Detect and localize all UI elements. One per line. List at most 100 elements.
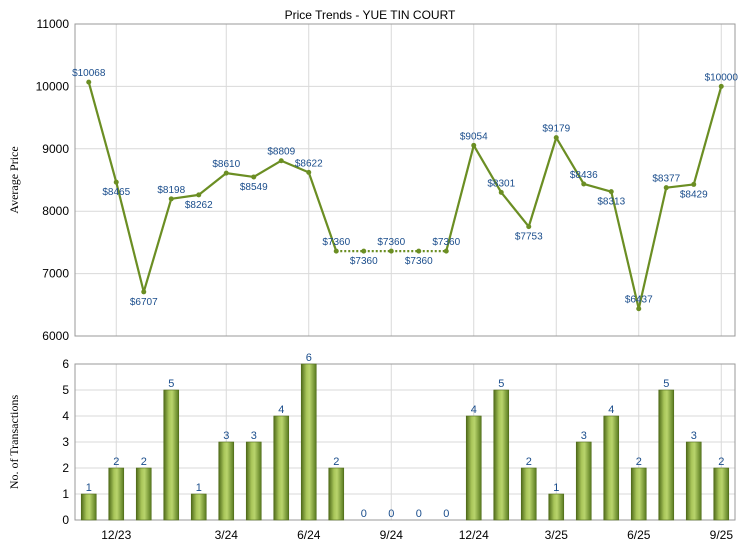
price-data-label: $8610 [212, 159, 240, 170]
price-data-label: $8465 [102, 187, 130, 198]
price-data-label: $8301 [487, 178, 515, 189]
price-line-segment [555, 137, 585, 185]
transactions-bar [80, 493, 97, 521]
price-data-label: $8809 [267, 147, 295, 158]
price-line-segment [198, 172, 227, 196]
transactions-data-label: 2 [113, 456, 119, 468]
price-point [196, 192, 202, 198]
transactions-bar [630, 467, 647, 521]
transactions-bar [465, 415, 482, 521]
transactions-data-label: 2 [141, 456, 147, 468]
transactions-data-label: 0 [388, 508, 394, 520]
transactions-data-label: 4 [608, 404, 614, 416]
price-point [361, 248, 367, 254]
transactions-bar [300, 363, 317, 521]
price-line-segment [253, 159, 282, 178]
transactions-data-label: 6 [306, 352, 312, 364]
price-data-label: $8622 [295, 158, 323, 169]
transactions-bar [520, 467, 537, 521]
price-point [526, 224, 532, 230]
transactions-bar [575, 441, 592, 521]
transactions-bar [135, 467, 152, 521]
price-data-label: $7753 [515, 232, 543, 243]
price-line-segment [637, 187, 668, 309]
price-data-label: $8313 [597, 197, 625, 208]
price-point [141, 289, 147, 295]
price-point [333, 248, 339, 254]
x-axis-tick: 3/24 [215, 528, 239, 542]
price-line-segment [472, 144, 503, 193]
price-line-segment [142, 198, 173, 293]
transactions-bar [108, 467, 125, 521]
transactions-bar [163, 389, 180, 521]
price-y-tick: 11000 [37, 17, 70, 31]
x-axis-tick: 12/23 [101, 528, 131, 542]
price-data-label: $8262 [185, 200, 213, 211]
transactions-data-label: 0 [416, 508, 422, 520]
transactions-data-label: 3 [691, 430, 697, 442]
x-axis-tick: 9/25 [710, 528, 734, 542]
price-data-label: $10000 [705, 72, 739, 83]
x-axis-tick: 9/24 [380, 528, 404, 542]
price-data-label: $10068 [72, 68, 106, 79]
transactions-bar [328, 467, 345, 521]
x-axis-tick: 6/25 [627, 528, 651, 542]
price-line-segment [445, 145, 475, 252]
price-point [636, 306, 642, 312]
price-data-label: $8377 [652, 174, 680, 185]
transactions-y-tick: 4 [62, 409, 69, 423]
price-data-label: $9054 [460, 131, 488, 142]
price-point [718, 83, 724, 89]
price-line-segment [226, 172, 254, 179]
price-point [553, 135, 559, 141]
price-y-tick: 6000 [42, 329, 69, 343]
price-point [663, 185, 669, 191]
price-data-label: $7360 [322, 237, 350, 248]
price-data-label: $8436 [570, 170, 598, 181]
price-point [223, 170, 229, 176]
price-y-tick: 7000 [42, 267, 69, 281]
transactions-data-label: 2 [333, 456, 339, 468]
transactions-data-label: 2 [718, 456, 724, 468]
chart-title: Price Trends - YUE TIN COURT [285, 8, 456, 22]
price-line-segment [307, 172, 338, 252]
price-line-segment [171, 193, 199, 200]
price-line-segment [500, 191, 530, 228]
transactions-bar [713, 467, 730, 521]
price-point [498, 189, 504, 195]
transactions-y-tick: 2 [62, 461, 69, 475]
transactions-data-label: 2 [636, 456, 642, 468]
transactions-data-label: 1 [196, 482, 202, 494]
price-point [416, 248, 422, 254]
price-line-segment [87, 81, 118, 183]
price-y-tick: 10000 [36, 79, 70, 93]
transactions-bar [245, 441, 262, 521]
price-point [168, 196, 174, 202]
price-data-label: $7360 [405, 256, 433, 267]
transactions-bar [190, 493, 207, 521]
price-line-segment [666, 183, 694, 189]
transactions-y-tick: 0 [62, 513, 69, 527]
price-y-tick: 8000 [42, 204, 69, 218]
transactions-bar [548, 493, 565, 521]
price-point [113, 179, 119, 185]
transactions-data-label: 3 [581, 430, 587, 442]
price-point [251, 174, 257, 180]
price-point [306, 169, 312, 175]
price-data-label: $8198 [157, 185, 185, 196]
price-point [471, 142, 477, 148]
transactions-bar [685, 441, 702, 521]
transactions-axis-label: No. of Transactions [7, 395, 21, 490]
price-data-label: $8549 [240, 182, 268, 193]
transactions-bar [493, 389, 510, 521]
transactions-data-label: 0 [361, 508, 367, 520]
price-line-segment [280, 159, 310, 174]
price-line-segment [610, 191, 640, 309]
price-data-label: $7360 [350, 256, 378, 267]
price-data-label: $7360 [432, 237, 460, 248]
price-plot-frame [74, 23, 736, 337]
transactions-data-label: 0 [443, 508, 449, 520]
transactions-data-label: 5 [168, 378, 174, 390]
price-data-label: $7360 [377, 237, 405, 248]
